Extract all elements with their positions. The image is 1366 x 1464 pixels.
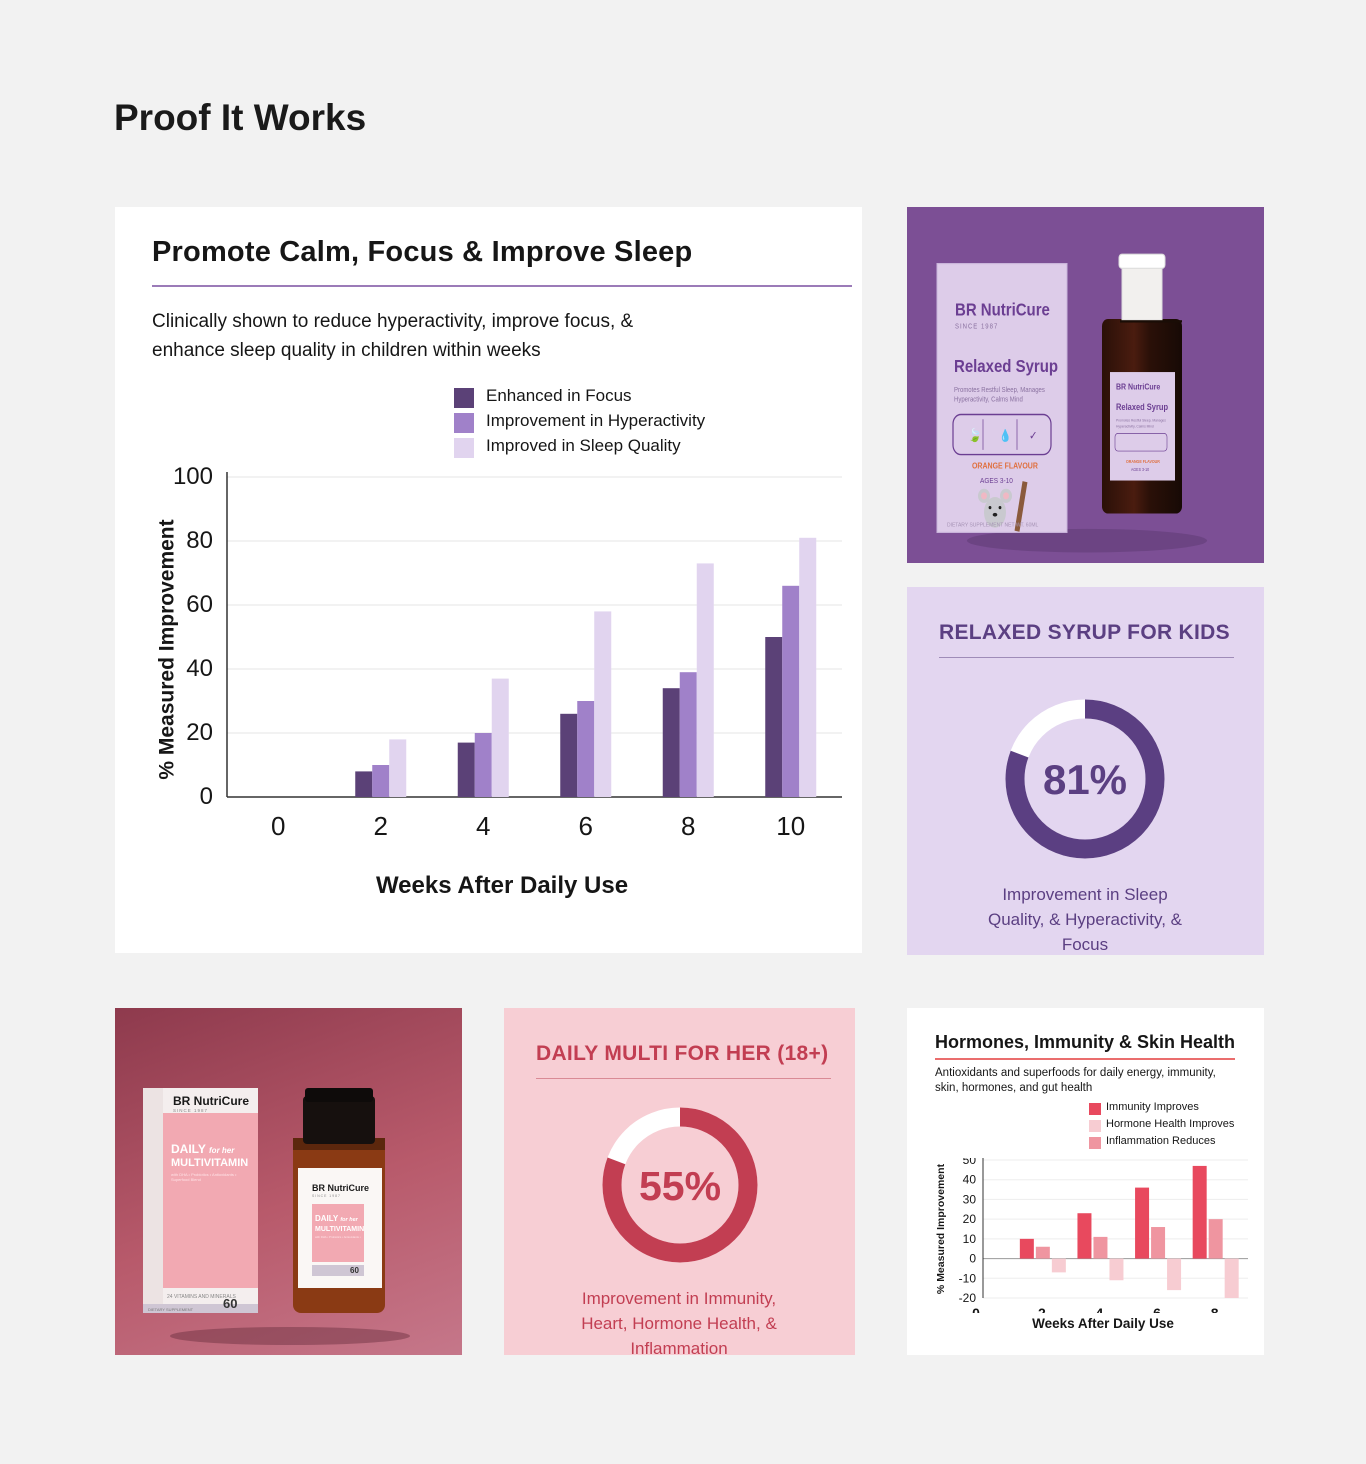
svg-text:0: 0 (200, 783, 213, 810)
svg-text:BR NutriCure: BR NutriCure (173, 1094, 249, 1108)
svg-text:BR NutriCure: BR NutriCure (955, 300, 1050, 319)
svg-text:0: 0 (972, 1305, 980, 1313)
svg-text:AGES 3-10: AGES 3-10 (1131, 467, 1150, 472)
svg-text:40: 40 (186, 655, 213, 682)
svg-text:Hyperactivity, Calms Mind: Hyperactivity, Calms Mind (954, 396, 1023, 404)
svg-text:20: 20 (186, 719, 213, 746)
svg-text:BR NutriCure: BR NutriCure (1116, 382, 1160, 392)
svg-text:6: 6 (579, 811, 593, 841)
svg-text:Relaxed Syrup: Relaxed Syrup (1116, 402, 1168, 412)
svg-text:50: 50 (963, 1158, 977, 1167)
svg-text:MULTIVITAMIN: MULTIVITAMIN (171, 1157, 248, 1169)
svg-text:SINCE 1987: SINCE 1987 (312, 1194, 341, 1198)
svg-text:20: 20 (963, 1212, 977, 1226)
svg-text:8: 8 (681, 811, 695, 841)
svg-text:SINCE 1987: SINCE 1987 (955, 323, 998, 331)
svg-text:81%: 81% (1043, 756, 1127, 803)
svg-text:BR NutriCure: BR NutriCure (312, 1183, 369, 1193)
svg-text:2: 2 (374, 811, 388, 841)
svg-text:MULTIVITAMIN: MULTIVITAMIN (315, 1226, 364, 1233)
svg-text:55%: 55% (639, 1163, 721, 1209)
svg-text:Promotes Restful Sleep, Manage: Promotes Restful Sleep, Manages (954, 387, 1046, 395)
svg-text:AGES 3-10: AGES 3-10 (980, 476, 1013, 485)
svg-text:8: 8 (1211, 1305, 1219, 1313)
svg-text:6: 6 (1153, 1305, 1161, 1313)
svg-text:4: 4 (1096, 1305, 1104, 1313)
svg-text:SINCE 1987: SINCE 1987 (173, 1108, 208, 1113)
svg-text:🍃: 🍃 (968, 426, 982, 442)
svg-text:with DHA • Probiotics • Antiox: with DHA • Probiotics • Antioxidants • (315, 1235, 361, 1239)
svg-text:Promotes Restful Sleep, Manage: Promotes Restful Sleep, Manages (1116, 418, 1166, 422)
svg-text:✓: ✓ (1029, 430, 1037, 443)
svg-text:Hyperactivity, Calms Mind: Hyperactivity, Calms Mind (1116, 424, 1154, 428)
svg-text:0: 0 (271, 811, 285, 841)
svg-text:Relaxed Syrup: Relaxed Syrup (954, 357, 1058, 376)
svg-text:ORANGE FLAVOUR: ORANGE FLAVOUR (972, 461, 1038, 471)
svg-text:30: 30 (963, 1192, 977, 1206)
svg-text:60: 60 (186, 591, 213, 618)
svg-text:Superfood Blend: Superfood Blend (171, 1177, 201, 1182)
svg-text:4: 4 (476, 811, 490, 841)
svg-text:80: 80 (186, 527, 213, 554)
svg-text:-10: -10 (959, 1271, 977, 1285)
svg-text:10: 10 (963, 1232, 977, 1246)
svg-text:ORANGE FLAVOUR: ORANGE FLAVOUR (1126, 459, 1160, 464)
svg-text:0: 0 (969, 1252, 976, 1266)
svg-text:40: 40 (963, 1173, 977, 1187)
svg-text:2: 2 (1038, 1305, 1046, 1313)
svg-text:-20: -20 (959, 1291, 977, 1305)
svg-text:60: 60 (350, 1266, 359, 1275)
svg-text:💧: 💧 (999, 428, 1011, 442)
svg-text:60: 60 (223, 1296, 237, 1311)
svg-text:DIETARY SUPPLEMENT: DIETARY SUPPLEMENT (148, 1307, 194, 1312)
svg-text:DIETARY SUPPLEMENT NET WT. 6: DIETARY SUPPLEMENT NET WT. 60ML (947, 522, 1038, 528)
svg-text:10: 10 (776, 811, 805, 841)
